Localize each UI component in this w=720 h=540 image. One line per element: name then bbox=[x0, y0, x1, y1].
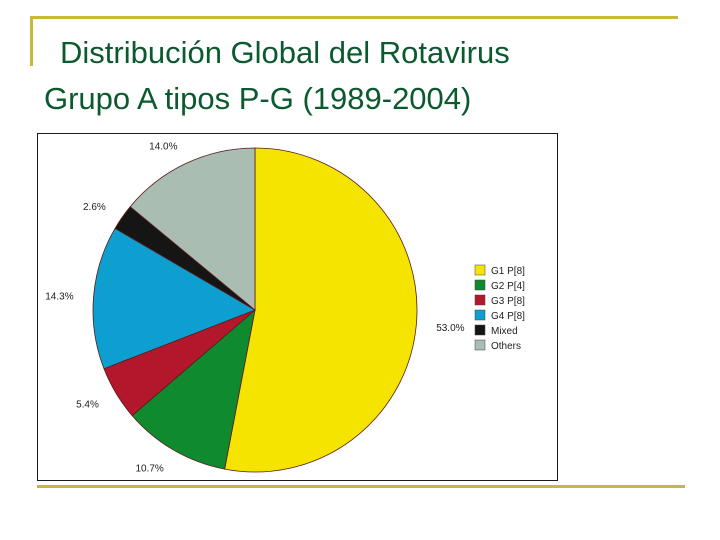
slice-label: 53.0% bbox=[436, 323, 464, 334]
pie-slice-g1-p-8 bbox=[224, 147, 418, 473]
pie-slice-g4-p-8 bbox=[92, 227, 256, 370]
legend: G1 P[8] G2 P[4] G3 P[8] G4 P[8] Mixed Others bbox=[474, 264, 525, 352]
pie-slice-others bbox=[129, 147, 256, 311]
slice-labels: 53.0% 10.7% 5.4% 14.3% 2.6% 14.0% bbox=[45, 141, 464, 474]
pie-slices bbox=[92, 147, 418, 473]
legend-label: G1 P[8] bbox=[491, 266, 525, 277]
pie-chart: 53.0% 10.7% 5.4% 14.3% 2.6% 14.0% G1 P[8] G2 P… bbox=[45, 141, 525, 474]
bottom-frame-line bbox=[37, 485, 685, 488]
legend-label: G2 P[4] bbox=[491, 281, 525, 292]
slice-label: 14.0% bbox=[149, 141, 177, 152]
legend-label: Others bbox=[491, 341, 521, 352]
legend-swatch bbox=[474, 339, 486, 351]
legend-label: G3 P[8] bbox=[491, 296, 525, 307]
slide-title: Distribución Global del Rotavirus Grupo … bbox=[44, 30, 704, 122]
slice-label: 10.7% bbox=[135, 464, 163, 475]
top-frame-line bbox=[30, 16, 678, 19]
legend-label: G4 P[8] bbox=[491, 311, 525, 322]
legend-swatch bbox=[474, 324, 486, 336]
legend-label: Mixed bbox=[491, 326, 518, 337]
legend-swatch bbox=[474, 279, 486, 291]
legend-swatch bbox=[474, 294, 486, 306]
pie-slice-g2-p-4 bbox=[131, 308, 256, 470]
title-line-2: Grupo A tipos P-G (1989-2004) bbox=[44, 81, 472, 116]
left-frame-line bbox=[30, 16, 33, 66]
slice-label: 5.4% bbox=[76, 400, 99, 411]
legend-swatch bbox=[474, 264, 486, 276]
title-line-1: Distribución Global del Rotavirus bbox=[60, 35, 510, 70]
slice-label: 2.6% bbox=[83, 202, 106, 213]
slice-label: 14.3% bbox=[45, 292, 73, 303]
pie-chart-panel: 53.0% 10.7% 5.4% 14.3% 2.6% 14.0% G1 P[8] G2 P… bbox=[37, 133, 558, 481]
legend-swatch bbox=[474, 309, 486, 321]
